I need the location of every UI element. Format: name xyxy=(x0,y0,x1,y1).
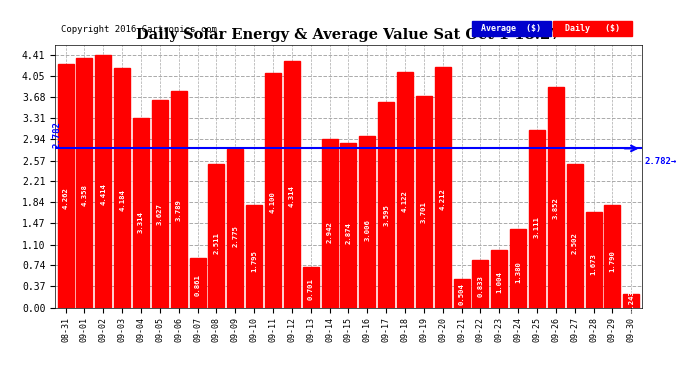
Text: 3.627: 3.627 xyxy=(157,203,163,225)
Text: Copyright 2016 Cartronics.com: Copyright 2016 Cartronics.com xyxy=(61,26,217,34)
Bar xyxy=(378,102,394,308)
Text: 3.111: 3.111 xyxy=(534,216,540,238)
Text: 4.314: 4.314 xyxy=(289,186,295,207)
Bar xyxy=(322,139,337,308)
Text: 3.852: 3.852 xyxy=(553,197,559,219)
Bar xyxy=(133,118,149,308)
Text: 2.502: 2.502 xyxy=(572,232,578,254)
Text: 1.795: 1.795 xyxy=(251,251,257,272)
FancyBboxPatch shape xyxy=(553,21,632,36)
Text: 0.243: 0.243 xyxy=(629,290,634,312)
Text: 0.504: 0.504 xyxy=(459,284,464,306)
Bar xyxy=(359,136,375,308)
Bar xyxy=(623,294,640,308)
Bar xyxy=(604,205,620,308)
Bar xyxy=(208,164,224,308)
Bar xyxy=(303,267,319,308)
Text: 4.100: 4.100 xyxy=(270,191,276,213)
Text: 1.004: 1.004 xyxy=(496,271,502,292)
Text: 2.874: 2.874 xyxy=(346,223,351,245)
Text: Average  ($): Average ($) xyxy=(481,24,541,33)
Bar xyxy=(397,72,413,308)
Text: 3.789: 3.789 xyxy=(176,199,181,221)
Bar xyxy=(190,258,206,308)
Title: Daily Solar Energy & Average Value Sat Oct 1 18:27: Daily Solar Energy & Average Value Sat O… xyxy=(136,28,561,42)
Text: 2.775: 2.775 xyxy=(233,225,238,247)
Text: 2.511: 2.511 xyxy=(213,232,219,254)
Text: 3.595: 3.595 xyxy=(383,204,389,226)
Bar xyxy=(284,61,300,308)
Text: 0.701: 0.701 xyxy=(308,279,314,300)
Text: 1.380: 1.380 xyxy=(515,261,521,283)
Text: 0.833: 0.833 xyxy=(477,275,484,297)
Bar xyxy=(491,250,507,307)
Bar xyxy=(586,212,602,308)
Text: 4.414: 4.414 xyxy=(100,183,106,205)
Bar xyxy=(227,149,244,308)
Text: 3.314: 3.314 xyxy=(138,211,144,233)
Bar xyxy=(170,91,187,308)
Text: Daily   ($): Daily ($) xyxy=(564,24,620,33)
Text: 4.262: 4.262 xyxy=(63,187,68,209)
Text: 0.861: 0.861 xyxy=(195,274,201,296)
Text: 2.782→: 2.782→ xyxy=(644,157,677,166)
Bar xyxy=(529,130,545,308)
Bar xyxy=(453,279,470,308)
Bar xyxy=(340,143,357,308)
Text: 3.006: 3.006 xyxy=(364,219,371,241)
Text: 4.212: 4.212 xyxy=(440,188,446,210)
Text: 4.358: 4.358 xyxy=(81,184,88,206)
Text: 4.184: 4.184 xyxy=(119,189,125,211)
Bar xyxy=(548,87,564,308)
Text: 3.701: 3.701 xyxy=(421,201,427,223)
Bar xyxy=(510,229,526,308)
Bar xyxy=(265,73,281,308)
Bar xyxy=(114,68,130,308)
Text: 2.942: 2.942 xyxy=(326,221,333,243)
Bar xyxy=(57,64,74,308)
Bar xyxy=(77,58,92,308)
Text: 2.782: 2.782 xyxy=(52,122,61,148)
Bar xyxy=(473,260,489,308)
Bar xyxy=(435,67,451,308)
Bar xyxy=(152,100,168,308)
Text: 1.673: 1.673 xyxy=(591,254,597,275)
Bar xyxy=(95,55,111,308)
Bar xyxy=(246,205,262,308)
Bar xyxy=(416,96,432,308)
Text: 1.790: 1.790 xyxy=(609,251,615,272)
FancyBboxPatch shape xyxy=(471,21,551,36)
Bar xyxy=(566,164,583,308)
Text: 4.122: 4.122 xyxy=(402,190,408,212)
